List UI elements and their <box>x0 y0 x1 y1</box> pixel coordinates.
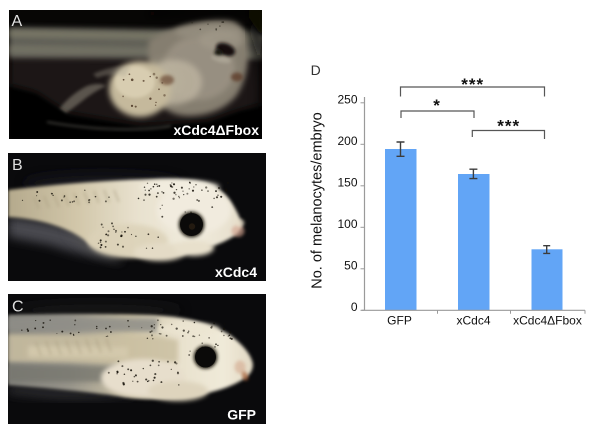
svg-text:A: A <box>12 13 23 30</box>
svg-text:50: 50 <box>344 258 358 272</box>
svg-text:0: 0 <box>351 300 358 314</box>
svg-text:100: 100 <box>337 217 357 231</box>
svg-text:250: 250 <box>337 92 357 106</box>
svg-text:GFP: GFP <box>387 314 412 328</box>
svg-text:C: C <box>12 299 24 316</box>
svg-text:***: *** <box>497 117 520 136</box>
svg-text:xCdc4ΔFbox: xCdc4ΔFbox <box>173 122 259 138</box>
svg-text:B: B <box>12 157 23 174</box>
svg-text:200: 200 <box>337 134 357 148</box>
svg-text:xCdc4: xCdc4 <box>215 264 257 280</box>
svg-text:***: *** <box>461 75 484 94</box>
svg-text:No. of melanocytes/embryo: No. of melanocytes/embryo <box>310 112 326 289</box>
svg-text:xCdc4ΔFbox: xCdc4ΔFbox <box>513 314 582 328</box>
svg-text:*: * <box>433 96 440 115</box>
svg-text:150: 150 <box>337 175 357 189</box>
svg-text:xCdc4: xCdc4 <box>456 314 490 328</box>
svg-text:GFP: GFP <box>227 407 256 423</box>
svg-text:D: D <box>311 62 321 78</box>
